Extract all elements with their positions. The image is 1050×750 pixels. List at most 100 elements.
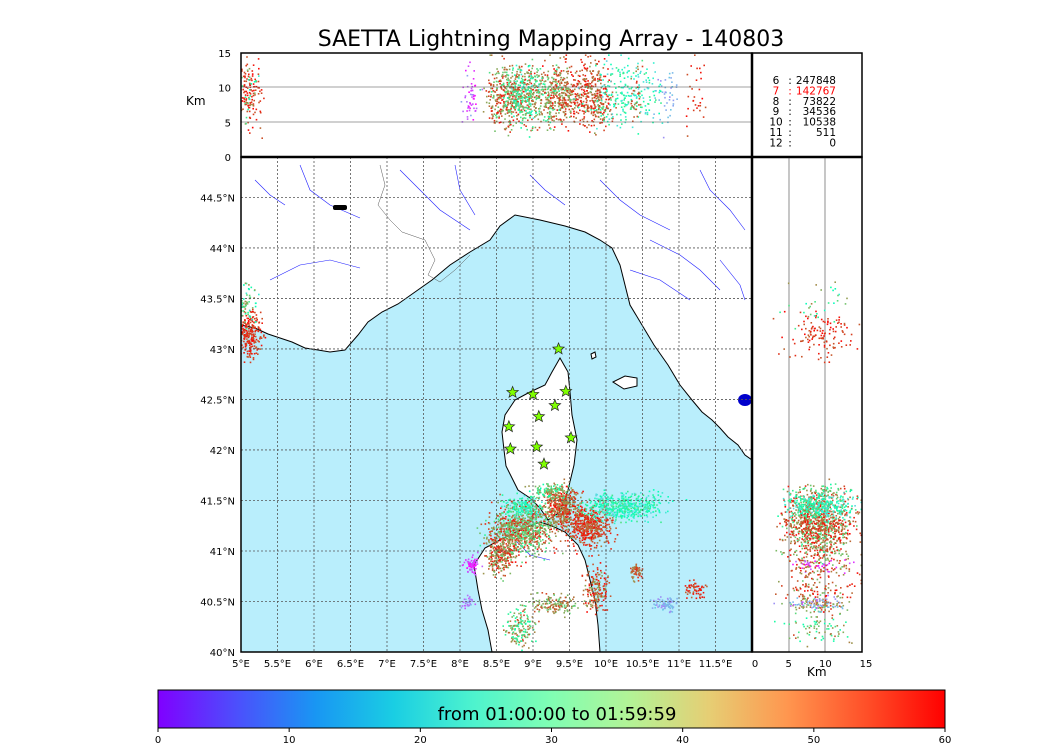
lightning-point — [515, 541, 517, 543]
lightning-point — [467, 571, 469, 573]
lightning-point-altitude-top — [558, 103, 561, 105]
lightning-point-altitude-top — [583, 116, 586, 118]
lightning-point — [604, 592, 607, 594]
lightning-point-altitude-top — [615, 107, 617, 109]
lightning-point — [575, 521, 577, 523]
lightning-point — [540, 604, 543, 607]
lightning-point — [613, 511, 616, 514]
lightning-point — [577, 505, 580, 508]
lightning-point — [492, 527, 495, 529]
lightning-point-altitude-top — [508, 93, 510, 95]
lightning-point — [514, 503, 517, 505]
lightning-point — [516, 546, 519, 548]
lightning-point — [499, 556, 502, 559]
lightning-point-altitude-top — [577, 74, 580, 77]
lightning-point — [659, 495, 662, 498]
lightning-point — [692, 585, 695, 588]
lightning-point — [569, 492, 572, 495]
lightning-point — [607, 576, 609, 579]
lightning-point-altitude-top — [530, 85, 533, 88]
lightning-point — [636, 497, 638, 500]
lightning-point — [539, 536, 542, 538]
lightning-point — [608, 530, 610, 532]
lightning-point-altitude-top — [574, 102, 576, 105]
lightning-point — [595, 576, 598, 578]
lightning-point-altitude-top — [583, 80, 586, 82]
lightning-point — [559, 485, 561, 488]
lightning-point — [703, 596, 705, 599]
lightning-point-altitude-top — [563, 84, 566, 87]
lightning-point — [566, 528, 568, 531]
lightning-point — [544, 603, 547, 605]
lightning-point — [554, 492, 557, 495]
lightning-point-altitude-top — [514, 89, 517, 91]
lightning-point — [468, 565, 470, 568]
lightning-point — [493, 546, 496, 548]
lightning-point — [590, 539, 593, 542]
lightning-point-altitude-top — [593, 104, 596, 106]
lightning-point — [686, 597, 688, 599]
lightning-point — [548, 514, 551, 517]
lightning-point — [518, 501, 521, 504]
lightning-point — [550, 499, 553, 502]
lightning-point-altitude-top — [527, 119, 529, 122]
lightning-point — [251, 324, 254, 326]
lightning-point — [639, 572, 642, 575]
lightning-point — [548, 485, 550, 488]
lightning-point — [595, 511, 597, 514]
lightning-point — [534, 500, 536, 502]
lightning-point — [615, 519, 617, 521]
lightning-point — [594, 589, 596, 592]
lightning-point — [537, 508, 540, 511]
lightning-point-altitude-top — [549, 81, 551, 83]
lightning-point — [621, 496, 623, 498]
lightning-point — [604, 597, 607, 600]
lightning-point — [590, 537, 593, 539]
lightning-point — [632, 516, 634, 518]
lightning-point — [625, 504, 627, 506]
lightning-point-altitude-top — [579, 70, 581, 72]
lightning-point — [523, 546, 526, 548]
lightning-point — [502, 540, 505, 542]
lightning-point — [642, 508, 645, 510]
lightning-point — [661, 604, 663, 607]
lightning-point — [560, 519, 562, 522]
lightning-point-altitude-top — [559, 82, 561, 85]
lightning-point — [511, 542, 513, 544]
lightning-point-altitude-top — [594, 59, 597, 62]
lightning-point — [515, 608, 518, 610]
lightning-point — [547, 500, 550, 503]
lightning-point — [473, 560, 475, 562]
lightning-point — [540, 515, 543, 518]
lightning-point — [596, 567, 599, 569]
lightning-point — [535, 540, 538, 543]
lightning-point — [241, 333, 244, 336]
lightning-point — [241, 344, 243, 346]
lightning-point — [534, 497, 537, 500]
lightning-point — [642, 500, 644, 502]
lightning-point — [506, 537, 508, 540]
lightning-point — [608, 582, 611, 584]
lightning-point — [570, 523, 573, 526]
lightning-point — [490, 558, 492, 561]
lightning-point — [633, 515, 635, 517]
lightning-point-altitude-top — [522, 114, 524, 116]
lightning-point — [567, 545, 569, 547]
lightning-point — [523, 506, 525, 509]
lightning-point-altitude-top — [506, 83, 509, 86]
lightning-point — [494, 533, 497, 535]
lightning-point — [493, 541, 495, 543]
lightning-point-altitude-top — [520, 90, 522, 92]
lightning-point — [603, 514, 606, 516]
lightning-point — [497, 565, 499, 568]
lightning-point — [581, 501, 584, 504]
lightning-point-altitude-top — [524, 100, 527, 102]
lightning-point — [519, 630, 522, 633]
lightning-point — [517, 535, 519, 537]
lightning-point-altitude-top — [525, 101, 527, 103]
lightning-point — [251, 329, 253, 332]
lightning-point — [244, 329, 246, 331]
lightning-point — [599, 500, 601, 503]
lightning-point — [531, 525, 533, 528]
lightning-point — [247, 332, 249, 335]
